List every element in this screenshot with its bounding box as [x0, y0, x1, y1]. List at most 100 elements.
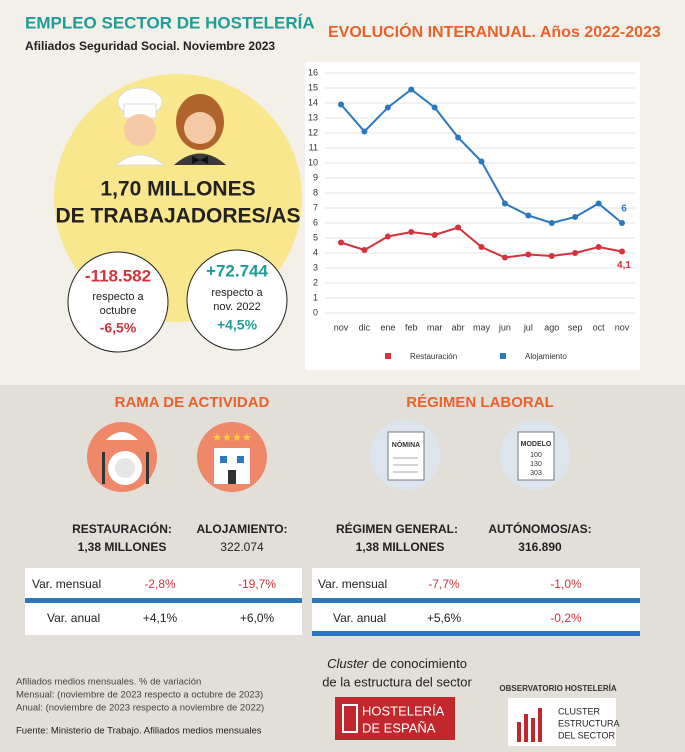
x-tick-label: mar	[427, 322, 443, 332]
x-tick-label: sep	[568, 322, 583, 332]
y-tick-label: 8	[313, 187, 318, 197]
data-point	[455, 224, 462, 231]
logo-text: DEL SECTOR	[558, 730, 616, 740]
data-point	[525, 212, 532, 219]
y-tick-label: 0	[313, 307, 318, 317]
cluster-text: de la estructura del sector	[322, 674, 472, 689]
data-point	[361, 247, 368, 253]
monthly-circle	[67, 251, 169, 353]
y-tick-label: 2	[313, 277, 318, 287]
icon-label: 303	[530, 470, 542, 477]
row-value: +6,0%	[240, 611, 275, 625]
annual-text: nov. 2022	[213, 301, 261, 313]
legend-swatch	[500, 353, 506, 359]
page-title: EMPLEO SECTOR DE HOSTELERÍA	[25, 13, 315, 32]
data-point	[548, 220, 555, 226]
chef-icon	[114, 87, 166, 166]
data-point	[361, 128, 368, 135]
category-label: RESTAURACIÓN:	[72, 521, 172, 536]
row-value: -0,2%	[550, 611, 582, 625]
x-tick-label: oct	[593, 322, 606, 332]
source: Fuente: Ministerio de Trabajo. Afiliados…	[16, 726, 262, 737]
legend-swatch	[385, 353, 391, 359]
y-tick-label: 15	[308, 82, 318, 92]
section-title: RAMA DE ACTIVIDAD	[115, 394, 270, 411]
x-tick-label: feb	[405, 322, 418, 332]
y-tick-label: 1	[313, 292, 318, 302]
x-tick-label: jun	[498, 322, 511, 332]
tables: Var. mensual -2,8% -19,7% Var. anual +4,1% +6…	[32, 577, 582, 625]
page-subtitle: Afiliados Seguridad Social. Noviembre 20…	[25, 39, 275, 53]
note: Anual: (noviembre de 2023 respecto a nov…	[16, 703, 264, 714]
logo-text: CLUSTER	[558, 706, 601, 716]
logo-text: ESTRUCTURA	[558, 718, 620, 728]
row-value: +4,1%	[143, 611, 178, 625]
data-point	[548, 253, 555, 259]
row-value: -2,8%	[144, 577, 176, 591]
annual-text: respecto a	[211, 287, 263, 299]
data-point	[478, 158, 485, 165]
x-tick-label: nov	[615, 322, 630, 332]
data-point	[619, 248, 625, 255]
y-tick-label: 3	[313, 262, 318, 272]
x-tick-label: abr	[452, 322, 465, 332]
data-point	[338, 101, 344, 108]
row-label: Var. mensual	[32, 577, 101, 591]
y-tick-label: 9	[313, 172, 318, 182]
icon-label: 130	[530, 461, 542, 468]
data-point	[431, 104, 438, 111]
row-value: -1,0%	[550, 577, 582, 591]
data-point	[595, 244, 602, 250]
data-point	[338, 239, 344, 246]
icon-label: NÓMINA	[392, 440, 420, 449]
monthly-pct: -6,5%	[100, 320, 137, 336]
y-tick-label: 6	[313, 217, 318, 227]
cluster-italic: Cluster	[327, 656, 369, 671]
cluster-text: Cluster de conocimiento	[327, 656, 467, 671]
data-point	[501, 254, 508, 261]
annual-circle	[186, 249, 288, 351]
row-label: Var. anual	[47, 611, 100, 625]
x-tick-label: ene	[380, 322, 395, 332]
x-tick-label: may	[473, 322, 491, 332]
logo-text: DE ESPAÑA	[362, 720, 436, 735]
payroll-icon	[370, 420, 440, 490]
data-point	[384, 104, 391, 111]
icon-label: 100	[530, 452, 542, 459]
section-title: RÉGIMEN LABORAL	[406, 394, 554, 411]
category-value: 1,38 MILLONES	[356, 540, 445, 554]
waitress-icon	[174, 94, 226, 165]
y-tick-label: 4	[313, 247, 318, 257]
data-label: 6	[621, 204, 627, 215]
icon-label: MODELO	[521, 441, 552, 448]
chart-title: EVOLUCIÓN INTERANUAL. Años 2022-2023	[328, 22, 661, 41]
y-tick-label: 13	[308, 112, 318, 122]
x-tick-label: ago	[544, 322, 559, 332]
observatorio-text: OBSERVATORIO HOSTELERÍA	[499, 684, 616, 693]
cluster-logo-bars	[517, 708, 542, 742]
data-point	[408, 229, 415, 235]
note: Mensual: (noviembre de 2023 respecto a o…	[16, 690, 263, 701]
category-label: ALOJAMIENTO:	[196, 522, 287, 536]
y-tick-label: 16	[308, 67, 318, 77]
y-tick-label: 11	[309, 142, 318, 152]
note: Afiliados medios mensuales. % de variaci…	[16, 677, 201, 688]
data-point	[501, 200, 508, 207]
row-value: +5,6%	[427, 611, 462, 625]
monthly-text: octubre	[100, 305, 137, 317]
cluster-rest: de conocimiento	[372, 656, 467, 671]
row-value: -7,7%	[428, 577, 460, 591]
data-point	[384, 233, 391, 240]
data-point	[595, 200, 602, 207]
x-tick-label: jul	[523, 322, 533, 332]
logo-mark	[342, 704, 358, 733]
x-tick-label: nov	[334, 322, 349, 332]
form-icon	[500, 420, 570, 490]
table-divider	[312, 631, 640, 636]
category-value: 1,38 MILLONES	[78, 540, 167, 554]
y-tick-label: 10	[308, 157, 318, 167]
data-point	[408, 86, 415, 93]
y-tick-label: 7	[313, 202, 318, 212]
